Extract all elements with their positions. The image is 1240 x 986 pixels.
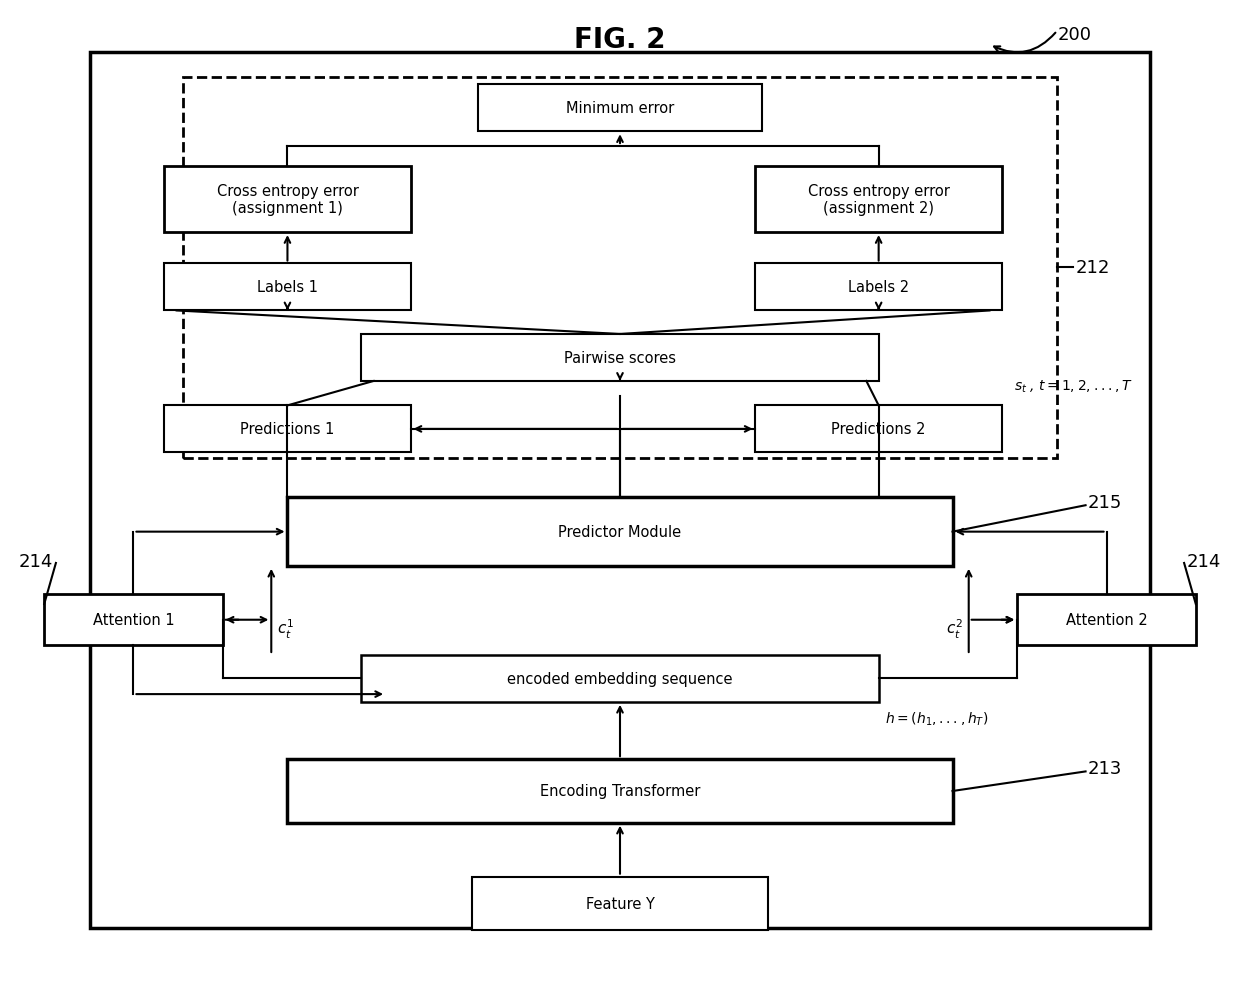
- FancyBboxPatch shape: [1017, 595, 1195, 646]
- Text: $c_t^1$: $c_t^1$: [278, 617, 294, 641]
- Text: Minimum error: Minimum error: [565, 102, 675, 116]
- FancyBboxPatch shape: [755, 167, 1002, 233]
- FancyBboxPatch shape: [164, 406, 410, 453]
- Text: 215: 215: [1087, 494, 1122, 512]
- Text: Predictor Module: Predictor Module: [558, 525, 682, 539]
- Text: 212: 212: [1076, 259, 1110, 277]
- Text: Cross entropy error
(assignment 2): Cross entropy error (assignment 2): [807, 183, 950, 216]
- Text: $c_t^2$: $c_t^2$: [946, 617, 962, 641]
- FancyBboxPatch shape: [288, 498, 952, 566]
- Text: 214: 214: [19, 552, 53, 571]
- FancyBboxPatch shape: [479, 86, 761, 132]
- FancyBboxPatch shape: [755, 406, 1002, 453]
- Text: Attention 1: Attention 1: [93, 612, 175, 628]
- Text: 214: 214: [1187, 552, 1221, 571]
- Text: Encoding Transformer: Encoding Transformer: [539, 784, 701, 799]
- Text: $s_t$ , $t = 1,2,..., T$: $s_t$ , $t = 1,2,..., T$: [1014, 378, 1133, 394]
- Text: Predictions 1: Predictions 1: [241, 422, 335, 437]
- Text: Predictions 2: Predictions 2: [831, 422, 926, 437]
- Text: Labels 2: Labels 2: [848, 280, 909, 295]
- Text: Attention 2: Attention 2: [1065, 612, 1147, 628]
- Text: encoded embedding sequence: encoded embedding sequence: [507, 671, 733, 686]
- FancyBboxPatch shape: [288, 759, 952, 823]
- Text: 200: 200: [1058, 26, 1091, 43]
- Text: 213: 213: [1087, 760, 1122, 778]
- Text: Labels 1: Labels 1: [257, 280, 317, 295]
- Text: Cross entropy error
(assignment 1): Cross entropy error (assignment 1): [217, 183, 358, 216]
- FancyBboxPatch shape: [361, 656, 879, 702]
- Text: Pairwise scores: Pairwise scores: [564, 351, 676, 366]
- FancyBboxPatch shape: [472, 877, 768, 931]
- Text: FIG. 2: FIG. 2: [574, 26, 666, 53]
- Text: Feature Y: Feature Y: [585, 896, 655, 911]
- FancyBboxPatch shape: [164, 264, 410, 312]
- FancyBboxPatch shape: [45, 595, 223, 646]
- Text: $h = (h_1, ..., h_T)$: $h = (h_1, ..., h_T)$: [885, 710, 988, 728]
- FancyBboxPatch shape: [755, 264, 1002, 312]
- FancyBboxPatch shape: [361, 334, 879, 382]
- FancyBboxPatch shape: [164, 167, 410, 233]
